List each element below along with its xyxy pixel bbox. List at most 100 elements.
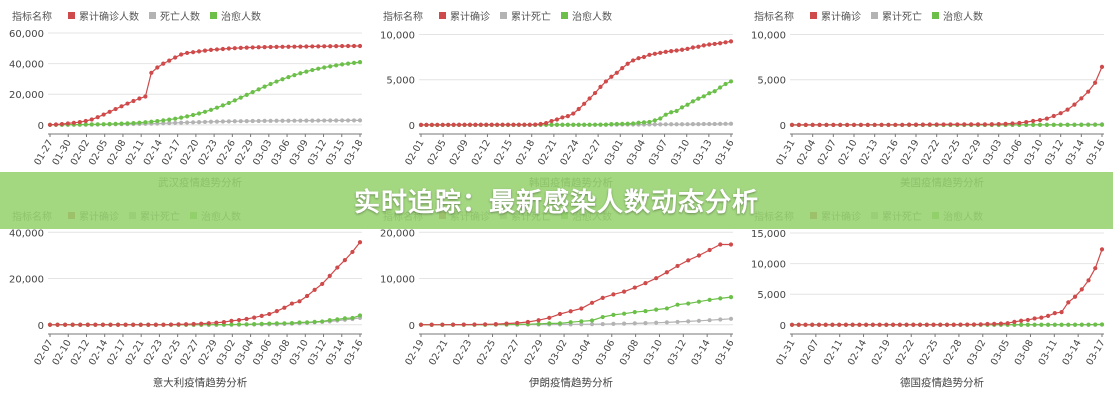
- data-point[interactable]: [262, 84, 267, 89]
- data-point[interactable]: [500, 122, 505, 127]
- data-point[interactable]: [527, 122, 532, 127]
- data-point[interactable]: [685, 122, 690, 127]
- data-point[interactable]: [340, 62, 345, 67]
- data-point[interactable]: [446, 122, 451, 127]
- data-point[interactable]: [357, 118, 363, 123]
- data-point[interactable]: [600, 321, 605, 327]
- data-point[interactable]: [998, 321, 1004, 326]
- data-point[interactable]: [1072, 122, 1077, 127]
- data-point[interactable]: [516, 122, 521, 127]
- data-point[interactable]: [440, 322, 445, 327]
- data-point[interactable]: [93, 322, 98, 327]
- data-point[interactable]: [83, 122, 88, 127]
- data-point[interactable]: [664, 320, 669, 325]
- data-point[interactable]: [161, 118, 166, 123]
- data-point[interactable]: [817, 122, 822, 127]
- data-point[interactable]: [723, 81, 728, 87]
- data-point[interactable]: [632, 310, 637, 315]
- data-point[interactable]: [125, 121, 130, 126]
- data-point[interactable]: [654, 307, 659, 312]
- data-point[interactable]: [149, 119, 154, 124]
- data-point[interactable]: [992, 321, 997, 326]
- data-point[interactable]: [202, 109, 208, 114]
- data-point[interactable]: [489, 122, 494, 127]
- data-point[interactable]: [190, 50, 196, 55]
- data-point[interactable]: [685, 102, 690, 107]
- data-point[interactable]: [857, 322, 862, 327]
- data-point[interactable]: [226, 119, 231, 124]
- data-point[interactable]: [674, 48, 679, 53]
- data-point[interactable]: [335, 265, 340, 270]
- data-point[interactable]: [955, 122, 960, 127]
- data-point[interactable]: [196, 111, 202, 116]
- data-point[interactable]: [297, 320, 302, 325]
- data-point[interactable]: [229, 318, 234, 323]
- data-point[interactable]: [598, 84, 603, 89]
- data-point[interactable]: [978, 322, 983, 327]
- data-point[interactable]: [208, 119, 214, 124]
- data-point[interactable]: [897, 322, 902, 327]
- data-point[interactable]: [810, 322, 815, 327]
- data-point[interactable]: [712, 41, 717, 47]
- legend-swatch[interactable]: [500, 12, 507, 19]
- data-point[interactable]: [600, 295, 605, 300]
- legend-swatch[interactable]: [871, 12, 878, 19]
- data-point[interactable]: [679, 105, 685, 110]
- data-point[interactable]: [220, 46, 225, 52]
- data-point[interactable]: [803, 322, 808, 327]
- data-point[interactable]: [153, 322, 158, 327]
- data-point[interactable]: [161, 322, 166, 327]
- data-point[interactable]: [701, 94, 706, 99]
- data-point[interactable]: [1065, 122, 1070, 127]
- data-point[interactable]: [611, 292, 616, 297]
- data-point[interactable]: [669, 110, 674, 115]
- data-point[interactable]: [641, 54, 647, 60]
- data-point[interactable]: [53, 122, 59, 127]
- data-point[interactable]: [1072, 294, 1078, 299]
- data-point[interactable]: [185, 114, 190, 119]
- data-point[interactable]: [478, 122, 483, 127]
- data-point[interactable]: [451, 122, 456, 127]
- data-point[interactable]: [316, 118, 321, 123]
- data-point[interactable]: [696, 122, 701, 127]
- data-point[interactable]: [167, 121, 172, 126]
- data-point[interactable]: [173, 116, 178, 121]
- data-point[interactable]: [1099, 322, 1105, 327]
- data-point[interactable]: [843, 322, 849, 327]
- data-point[interactable]: [701, 121, 706, 127]
- data-point[interactable]: [654, 320, 659, 325]
- data-point[interactable]: [101, 112, 106, 117]
- data-point[interactable]: [350, 315, 355, 321]
- legend-swatch[interactable]: [149, 12, 156, 19]
- data-point[interactable]: [63, 322, 68, 327]
- data-point[interactable]: [838, 122, 843, 127]
- data-point[interactable]: [589, 300, 595, 305]
- data-point[interactable]: [335, 317, 340, 322]
- data-point[interactable]: [1045, 313, 1051, 319]
- data-point[interactable]: [202, 48, 208, 53]
- data-point[interactable]: [310, 67, 315, 73]
- data-point[interactable]: [538, 121, 543, 127]
- data-point[interactable]: [467, 122, 473, 127]
- data-point[interactable]: [262, 118, 267, 123]
- data-point[interactable]: [320, 281, 325, 287]
- data-point[interactable]: [47, 122, 53, 127]
- data-point[interactable]: [718, 121, 723, 126]
- data-point[interactable]: [907, 122, 912, 127]
- data-point[interactable]: [238, 45, 243, 50]
- legend-label[interactable]: 治愈人数: [221, 10, 261, 23]
- data-point[interactable]: [1025, 317, 1030, 323]
- data-point[interactable]: [59, 121, 65, 127]
- data-point[interactable]: [298, 71, 303, 76]
- data-point[interactable]: [592, 90, 598, 96]
- data-point[interactable]: [1019, 322, 1024, 327]
- data-point[interactable]: [587, 96, 592, 101]
- data-point[interactable]: [461, 322, 466, 327]
- data-point[interactable]: [357, 240, 363, 245]
- data-point[interactable]: [71, 120, 76, 125]
- data-point[interactable]: [1019, 318, 1024, 323]
- data-point[interactable]: [462, 122, 467, 127]
- data-point[interactable]: [679, 122, 685, 127]
- data-point[interactable]: [951, 322, 956, 327]
- data-point[interactable]: [472, 322, 477, 327]
